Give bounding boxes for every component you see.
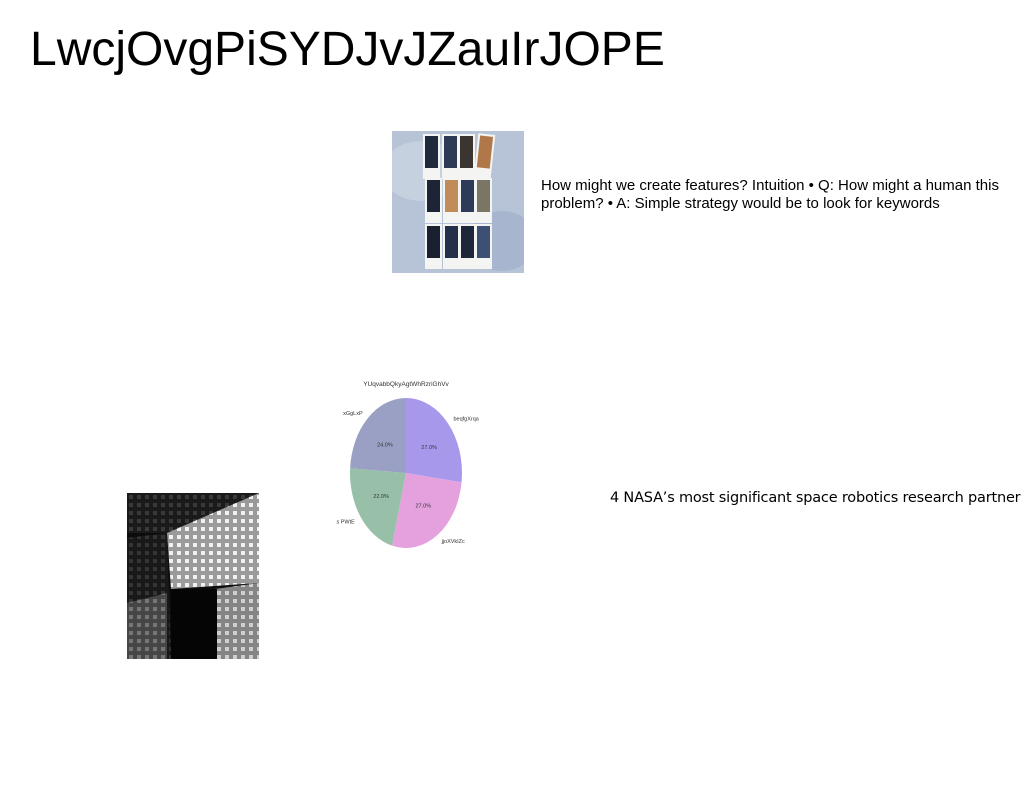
pie-slice-xGgLxP bbox=[350, 398, 406, 473]
pie-value-label: 27.0% bbox=[416, 503, 432, 509]
pie-category-label: jjoXVkIZc bbox=[441, 539, 465, 545]
building-facade-image bbox=[127, 493, 259, 659]
pie-chart: YUqvabbQkyAgtWhRzriGhVv 27.0% beqfgXrqa 27… bbox=[336, 381, 480, 548]
pie-value-label: 27.0% bbox=[421, 445, 437, 451]
chart-title: YUqvabbQkyAgtWhRzriGhVv bbox=[363, 381, 449, 388]
pie-slice-jjoXVkIZc bbox=[392, 473, 462, 548]
pie-category-label: xGgLxP bbox=[343, 411, 363, 417]
pie-category-label: beqfgXrqa bbox=[453, 416, 479, 422]
text-block-1: How might we create features? Intuition … bbox=[541, 177, 999, 212]
pie-slice-beqfgXrqa bbox=[406, 398, 462, 483]
pie-value-label: 22.0% bbox=[373, 494, 389, 500]
pie-category-label: s PWtE bbox=[336, 519, 355, 525]
pie-slice-s-PWtE bbox=[350, 468, 406, 546]
pie-value-label: 24.0% bbox=[377, 443, 393, 449]
polaroid-photos-image bbox=[392, 131, 524, 273]
slide-title: LwcjOvgPiSYDJvJZauIrJOPE bbox=[30, 23, 665, 76]
text-block-2: 4 NASA’s most significant space robotics… bbox=[610, 490, 1021, 506]
